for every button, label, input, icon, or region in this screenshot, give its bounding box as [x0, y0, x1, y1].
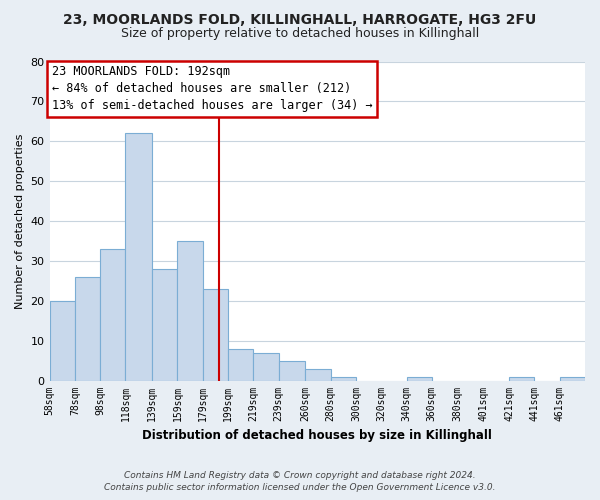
Bar: [152, 269, 178, 381]
Text: Contains HM Land Registry data © Crown copyright and database right 2024.
Contai: Contains HM Land Registry data © Crown c…: [104, 471, 496, 492]
X-axis label: Distribution of detached houses by size in Killinghall: Distribution of detached houses by size …: [142, 430, 492, 442]
Text: 23, MOORLANDS FOLD, KILLINGHALL, HARROGATE, HG3 2FU: 23, MOORLANDS FOLD, KILLINGHALL, HARROGA…: [64, 12, 536, 26]
Bar: [203, 289, 228, 381]
Bar: [331, 377, 356, 381]
Bar: [100, 249, 125, 381]
Bar: [407, 377, 432, 381]
Bar: [50, 301, 75, 381]
Bar: [75, 277, 100, 381]
Bar: [125, 134, 152, 381]
Y-axis label: Number of detached properties: Number of detached properties: [15, 134, 25, 309]
Text: Size of property relative to detached houses in Killinghall: Size of property relative to detached ho…: [121, 28, 479, 40]
Bar: [178, 242, 203, 381]
Bar: [253, 353, 278, 381]
Bar: [560, 377, 585, 381]
Text: 23 MOORLANDS FOLD: 192sqm
← 84% of detached houses are smaller (212)
13% of semi: 23 MOORLANDS FOLD: 192sqm ← 84% of detac…: [52, 66, 373, 112]
Bar: [509, 377, 535, 381]
Bar: [228, 349, 253, 381]
Bar: [305, 369, 331, 381]
Bar: [278, 361, 305, 381]
